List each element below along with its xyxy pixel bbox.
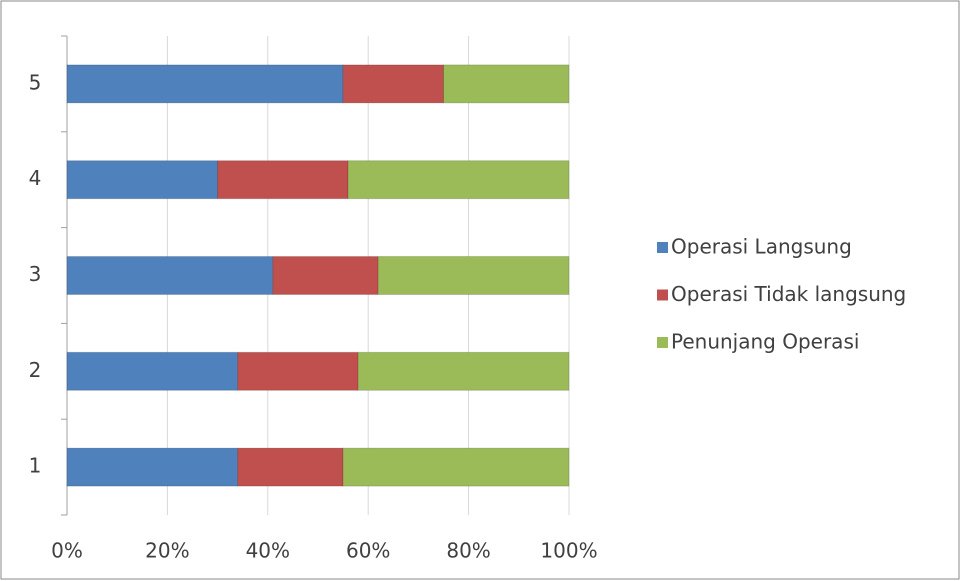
bar-segment <box>66 160 219 200</box>
legend-swatch <box>657 337 668 348</box>
bar-segment <box>66 64 344 104</box>
bar-segment <box>66 351 239 391</box>
bar-segment <box>377 256 570 295</box>
y-tick-label: 3 <box>29 262 42 286</box>
legend-swatch <box>657 289 668 301</box>
bar-segment <box>237 351 359 391</box>
legend-label: Operasi Tidak langsung <box>671 282 906 306</box>
x-tick-label: 80% <box>446 539 490 563</box>
bar-segment <box>217 160 349 200</box>
bar-segment <box>66 256 274 295</box>
y-tick-label: 5 <box>29 70 42 94</box>
bar-segment <box>342 447 570 487</box>
x-tick-label: 20% <box>145 539 189 563</box>
bar-segment <box>342 64 445 104</box>
bar-segment <box>443 64 570 104</box>
legend-swatch <box>657 242 668 253</box>
x-tick-label: 100% <box>540 539 597 563</box>
bar-segment <box>66 447 239 487</box>
bar-segment <box>347 160 570 200</box>
x-tick-label: 60% <box>346 539 390 563</box>
bar-segment <box>237 447 344 487</box>
x-tick-label: 0% <box>51 539 83 563</box>
legend-label: Operasi Langsung <box>671 235 852 259</box>
legend-label: Penunjang Operasi <box>671 330 859 354</box>
y-tick-label: 2 <box>29 358 42 382</box>
bar-segment <box>357 351 570 391</box>
y-tick-label: 1 <box>29 454 42 478</box>
y-tick-label: 4 <box>29 166 42 190</box>
bar-segment <box>272 256 379 295</box>
x-tick-label: 40% <box>246 539 290 563</box>
